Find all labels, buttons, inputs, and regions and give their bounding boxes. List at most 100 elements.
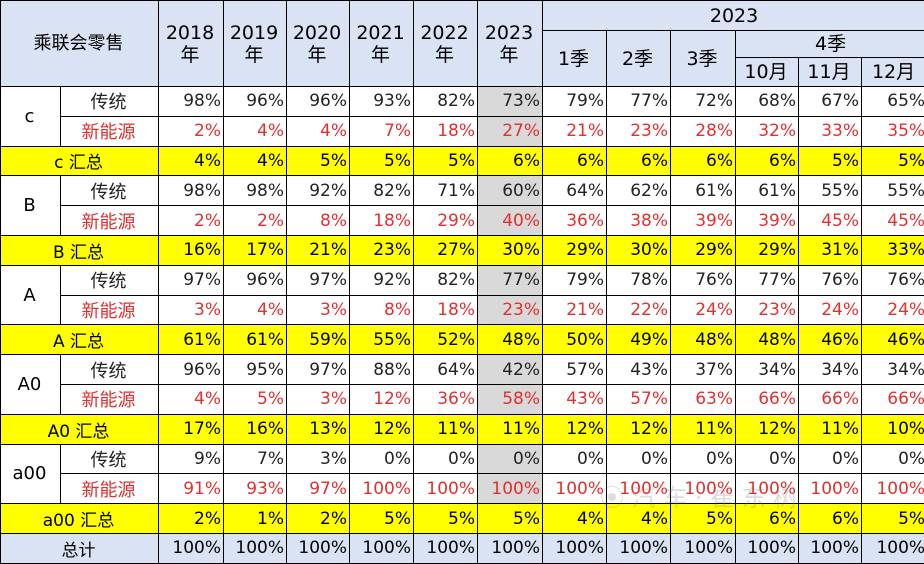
row-label-nev: 新能源 [61, 295, 159, 325]
summary-label: B 汇总 [1, 235, 159, 265]
quarter-header-q4: 4季 [736, 31, 924, 58]
table-cell: 2% [159, 504, 224, 534]
table-cell: 65% [862, 87, 924, 117]
table-cell: 6% [736, 504, 799, 534]
table-cell: 64% [414, 355, 478, 385]
table-cell: 24% [799, 295, 862, 325]
table-cell: 21% [543, 116, 607, 146]
table-cell: 55% [350, 325, 414, 355]
month-header-oct: 10月 [736, 58, 799, 87]
table-cell: 92% [287, 176, 350, 206]
table-cell: 4% [159, 146, 224, 176]
table-cell: 5% [414, 504, 478, 534]
table-header: 乘联会零售 2018 年 2019 年 2020 年 2021 年 2022 年… [1, 1, 924, 87]
table-cell: 100% [736, 474, 799, 504]
table-cell: 12% [350, 384, 414, 414]
row-label-traditional: 传统 [61, 176, 159, 206]
table-cell: 48% [478, 325, 543, 355]
table-cell: 31% [799, 235, 862, 265]
table-cell: 97% [287, 474, 350, 504]
segment-label: A0 [1, 355, 61, 415]
table-cell: 77% [736, 265, 799, 295]
table-cell: 2% [287, 504, 350, 534]
table-cell: 4% [224, 146, 287, 176]
table-cell: 5% [671, 504, 736, 534]
table-cell: 73% [478, 87, 543, 117]
table-cell: 12% [607, 414, 671, 444]
table-cell: 96% [159, 355, 224, 385]
row-label-nev: 新能源 [61, 474, 159, 504]
table-cell: 100% [478, 533, 543, 563]
table-cell: 5% [862, 504, 924, 534]
table-cell: 82% [414, 87, 478, 117]
table-cell: 32% [736, 116, 799, 146]
year-header-2020: 2020 年 [287, 1, 350, 87]
table-cell: 59% [287, 325, 350, 355]
table-cell: 23% [350, 235, 414, 265]
table-cell: 95% [224, 355, 287, 385]
table-cell: 98% [159, 87, 224, 117]
row-label-traditional: 传统 [61, 87, 159, 117]
table-cell: 100% [799, 533, 862, 563]
table-cell: 48% [736, 325, 799, 355]
table-cell: 43% [607, 355, 671, 385]
table-cell: 97% [287, 355, 350, 385]
table-cell: 98% [159, 176, 224, 206]
group-header-2023: 2023 [543, 1, 924, 31]
table-cell: 63% [671, 384, 736, 414]
table-cell: 46% [799, 325, 862, 355]
table-cell: 38% [607, 206, 671, 236]
table-cell: 29% [736, 235, 799, 265]
month-header-dec: 12月 [862, 58, 924, 87]
row-label-traditional: 传统 [61, 265, 159, 295]
table-cell: 6% [671, 146, 736, 176]
table-cell: 67% [799, 87, 862, 117]
quarter-header-q3: 3季 [671, 31, 736, 87]
quarter-header-q1: 1季 [543, 31, 607, 87]
table-cell: 16% [224, 414, 287, 444]
table-cell: 4% [287, 116, 350, 146]
table-cell: 77% [607, 87, 671, 117]
summary-label: A0 汇总 [1, 414, 159, 444]
table-cell: 100% [350, 533, 414, 563]
table-cell: 52% [414, 325, 478, 355]
table-cell: 55% [799, 176, 862, 206]
table-cell: 78% [607, 265, 671, 295]
year-header-2022: 2022 年 [414, 1, 478, 87]
table-cell: 5% [414, 146, 478, 176]
table-cell: 11% [799, 414, 862, 444]
summary-label: c 汇总 [1, 146, 159, 176]
table-cell: 100% [350, 474, 414, 504]
table-cell: 3% [159, 295, 224, 325]
table-cell: 61% [736, 176, 799, 206]
table-cell: 29% [414, 206, 478, 236]
table-cell: 0% [478, 444, 543, 474]
table-cell: 93% [350, 87, 414, 117]
table-cell: 97% [159, 265, 224, 295]
table-cell: 100% [607, 474, 671, 504]
table-cell: 45% [799, 206, 862, 236]
table-cell: 96% [224, 265, 287, 295]
table-cell: 61% [159, 325, 224, 355]
segment-label: a00 [1, 444, 61, 504]
table-cell: 3% [287, 444, 350, 474]
row-label-nev: 新能源 [61, 116, 159, 146]
table-cell: 49% [607, 325, 671, 355]
table-cell: 62% [607, 176, 671, 206]
table-cell: 5% [350, 146, 414, 176]
table-cell: 13% [287, 414, 350, 444]
table-cell: 22% [607, 295, 671, 325]
table-cell: 46% [862, 325, 924, 355]
row-label-traditional: 传统 [61, 355, 159, 385]
table-cell: 2% [159, 206, 224, 236]
table-cell: 66% [862, 384, 924, 414]
